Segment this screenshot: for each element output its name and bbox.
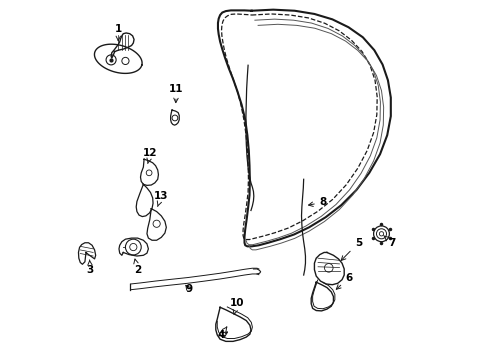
Text: 10: 10 <box>230 298 244 314</box>
Text: 7: 7 <box>383 235 395 248</box>
Text: 4: 4 <box>217 327 226 340</box>
Text: 3: 3 <box>86 260 94 275</box>
Text: 5: 5 <box>341 238 362 260</box>
Text: 2: 2 <box>134 259 141 275</box>
Text: 13: 13 <box>154 191 168 207</box>
Text: 9: 9 <box>185 284 192 294</box>
Text: 12: 12 <box>143 148 158 163</box>
Text: 8: 8 <box>308 197 326 207</box>
Text: 6: 6 <box>336 273 352 289</box>
Text: 11: 11 <box>169 84 183 103</box>
Text: 1: 1 <box>114 24 122 41</box>
